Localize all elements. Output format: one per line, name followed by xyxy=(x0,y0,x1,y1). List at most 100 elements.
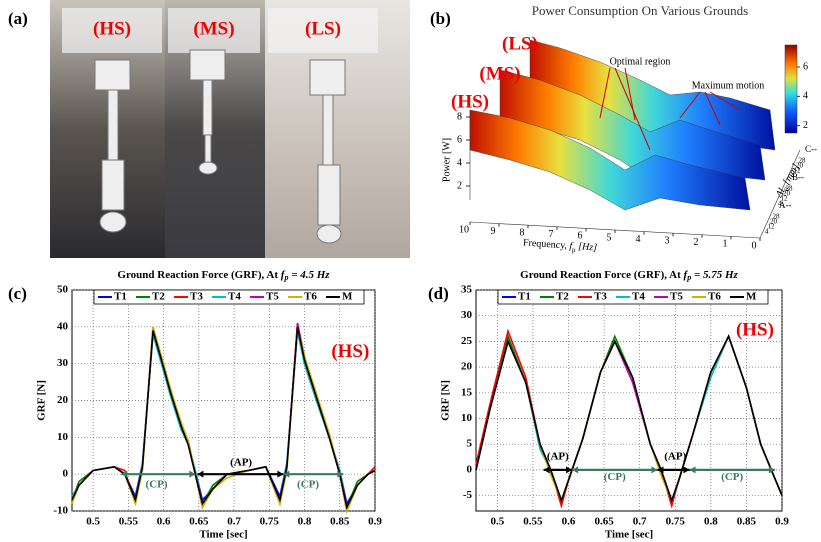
y-tick-label: 30 xyxy=(57,357,69,369)
text-part: f xyxy=(281,269,286,281)
annotation: Maximum motion xyxy=(692,80,765,91)
x-tick-label: 6 xyxy=(578,231,583,242)
y-tick-label: 0 xyxy=(63,468,69,480)
y-axis-label: GRF [N] xyxy=(36,380,48,421)
legend-label: T1 xyxy=(114,291,127,303)
legend xyxy=(93,289,365,305)
legend-label: T6 xyxy=(708,291,721,303)
annotation: (AP) xyxy=(547,451,569,463)
x-tick-label: 0.7 xyxy=(633,516,647,528)
y-tick-label: 40 xyxy=(57,320,69,332)
y-tick-label: 28 xyxy=(773,213,781,221)
legend-label: T4 xyxy=(228,291,241,303)
annotation-arrow xyxy=(599,67,611,119)
y-tick-label: 15 xyxy=(461,386,473,398)
x-tick-label: 0.55 xyxy=(119,516,139,528)
series-line xyxy=(475,334,783,504)
photo-label: (LS) xyxy=(305,18,341,39)
colorbar-tick-label: 2 xyxy=(803,120,808,131)
y-tick-label: 12 xyxy=(794,167,802,175)
y-tick-label: 30 xyxy=(461,309,473,321)
x-tick-label: 2 xyxy=(694,237,699,248)
x-tick-label: 1 xyxy=(723,239,728,250)
x-tick-label: 0.75 xyxy=(666,516,686,528)
ground-label: (LS) xyxy=(502,33,538,54)
y-tick-label: 12 xyxy=(781,195,789,203)
y-group-label: C-- xyxy=(805,144,817,154)
legend-label: T5 xyxy=(670,291,683,303)
x-tick-label: 0.7 xyxy=(227,516,241,528)
y-tick-label: 25 xyxy=(461,335,473,347)
y-tick-label: 20 xyxy=(461,361,473,373)
legend-label: T1 xyxy=(518,291,531,303)
y-tick-label: 10 xyxy=(461,412,473,424)
annotation-arrow xyxy=(679,91,701,119)
x-axis-label: Time [sec] xyxy=(199,529,247,541)
x-tick-label: 8 xyxy=(520,227,525,238)
colorbar-tick-label: 4 xyxy=(803,91,808,102)
y-tick-label: 20 xyxy=(770,218,778,226)
text-part: f xyxy=(569,241,574,252)
annotation: (AP) xyxy=(230,457,252,469)
label-bg xyxy=(62,8,162,53)
x-tick-label: 0.85 xyxy=(737,516,757,528)
y-tick-label: -5 xyxy=(463,489,473,501)
legend-label: M xyxy=(746,291,757,303)
z-tick-label: 6 xyxy=(457,134,462,145)
y-tick-label: 35 xyxy=(461,284,473,296)
x-tick-label: 0 xyxy=(752,240,757,251)
text-part: = 4.5 Hz xyxy=(288,269,330,281)
legend-label: T2 xyxy=(152,291,165,303)
y-tick-label: 4 xyxy=(765,228,769,236)
legend-label: T2 xyxy=(556,291,569,303)
text-part: Ground Reaction Force (GRF), At xyxy=(520,269,683,281)
x-axis-label: Frequency, fp [Hz] xyxy=(523,238,598,255)
text-part: f xyxy=(684,269,689,281)
legend xyxy=(497,289,769,305)
x-tick-label: 0.85 xyxy=(330,516,350,528)
text-part: = 5.75 Hz xyxy=(691,269,738,281)
y-tick-label: 5 xyxy=(467,438,473,450)
legend-label: T4 xyxy=(632,291,645,303)
text-part: 0 xyxy=(782,185,791,192)
y-tick-label: 4 xyxy=(778,200,782,208)
x-tick-label: 0.8 xyxy=(704,516,718,528)
x-axis-label: Time [sec] xyxy=(605,529,653,541)
y-tick-label: 28 xyxy=(799,157,807,165)
z-tick-label: 4 xyxy=(457,157,462,168)
y-tick-label: 12 xyxy=(768,223,776,231)
chart-title: Ground Reaction Force (GRF), At fp = 4.5… xyxy=(117,269,330,282)
photo-panel xyxy=(50,0,410,258)
ground-label: (HS) xyxy=(451,91,489,112)
x-tick-label: 0.5 xyxy=(490,516,504,528)
x-tick-label: 0.55 xyxy=(523,516,543,528)
y-axis xyxy=(759,149,801,239)
label-bg xyxy=(268,8,378,53)
y-group-label: A-- xyxy=(779,200,792,210)
x-tick-label: 5 xyxy=(607,232,612,243)
photo-label: (MS) xyxy=(193,18,234,39)
z-axis-label: Power [W] xyxy=(441,138,452,182)
panel-label: (a) xyxy=(8,9,28,28)
y-tick-label: 20 xyxy=(783,190,791,198)
ground-label: (MS) xyxy=(479,63,520,84)
x-tick-label: 7 xyxy=(549,229,554,240)
x-tick-label: 0.75 xyxy=(260,516,280,528)
annotation: (AP) xyxy=(664,451,686,463)
y-tick-label: -10 xyxy=(53,505,68,517)
annotation-arrow xyxy=(614,67,651,151)
robot-leg xyxy=(94,49,346,244)
text-part: Ground Reaction Force (GRF), At xyxy=(117,269,280,281)
photo-label: (HS) xyxy=(93,18,131,39)
y-tick-label: 50 xyxy=(57,284,69,296)
x-tick-label: 0.6 xyxy=(562,516,576,528)
panel-label: (b) xyxy=(430,9,451,28)
annotation: (CP) xyxy=(721,471,743,483)
arrow-head xyxy=(543,466,573,474)
y-tick-label: 4 xyxy=(791,172,795,180)
annotation: (CP) xyxy=(297,479,319,491)
text-part: [Hz] xyxy=(575,241,597,253)
annotation: (HS) xyxy=(736,319,774,340)
text-part: p xyxy=(572,245,577,253)
